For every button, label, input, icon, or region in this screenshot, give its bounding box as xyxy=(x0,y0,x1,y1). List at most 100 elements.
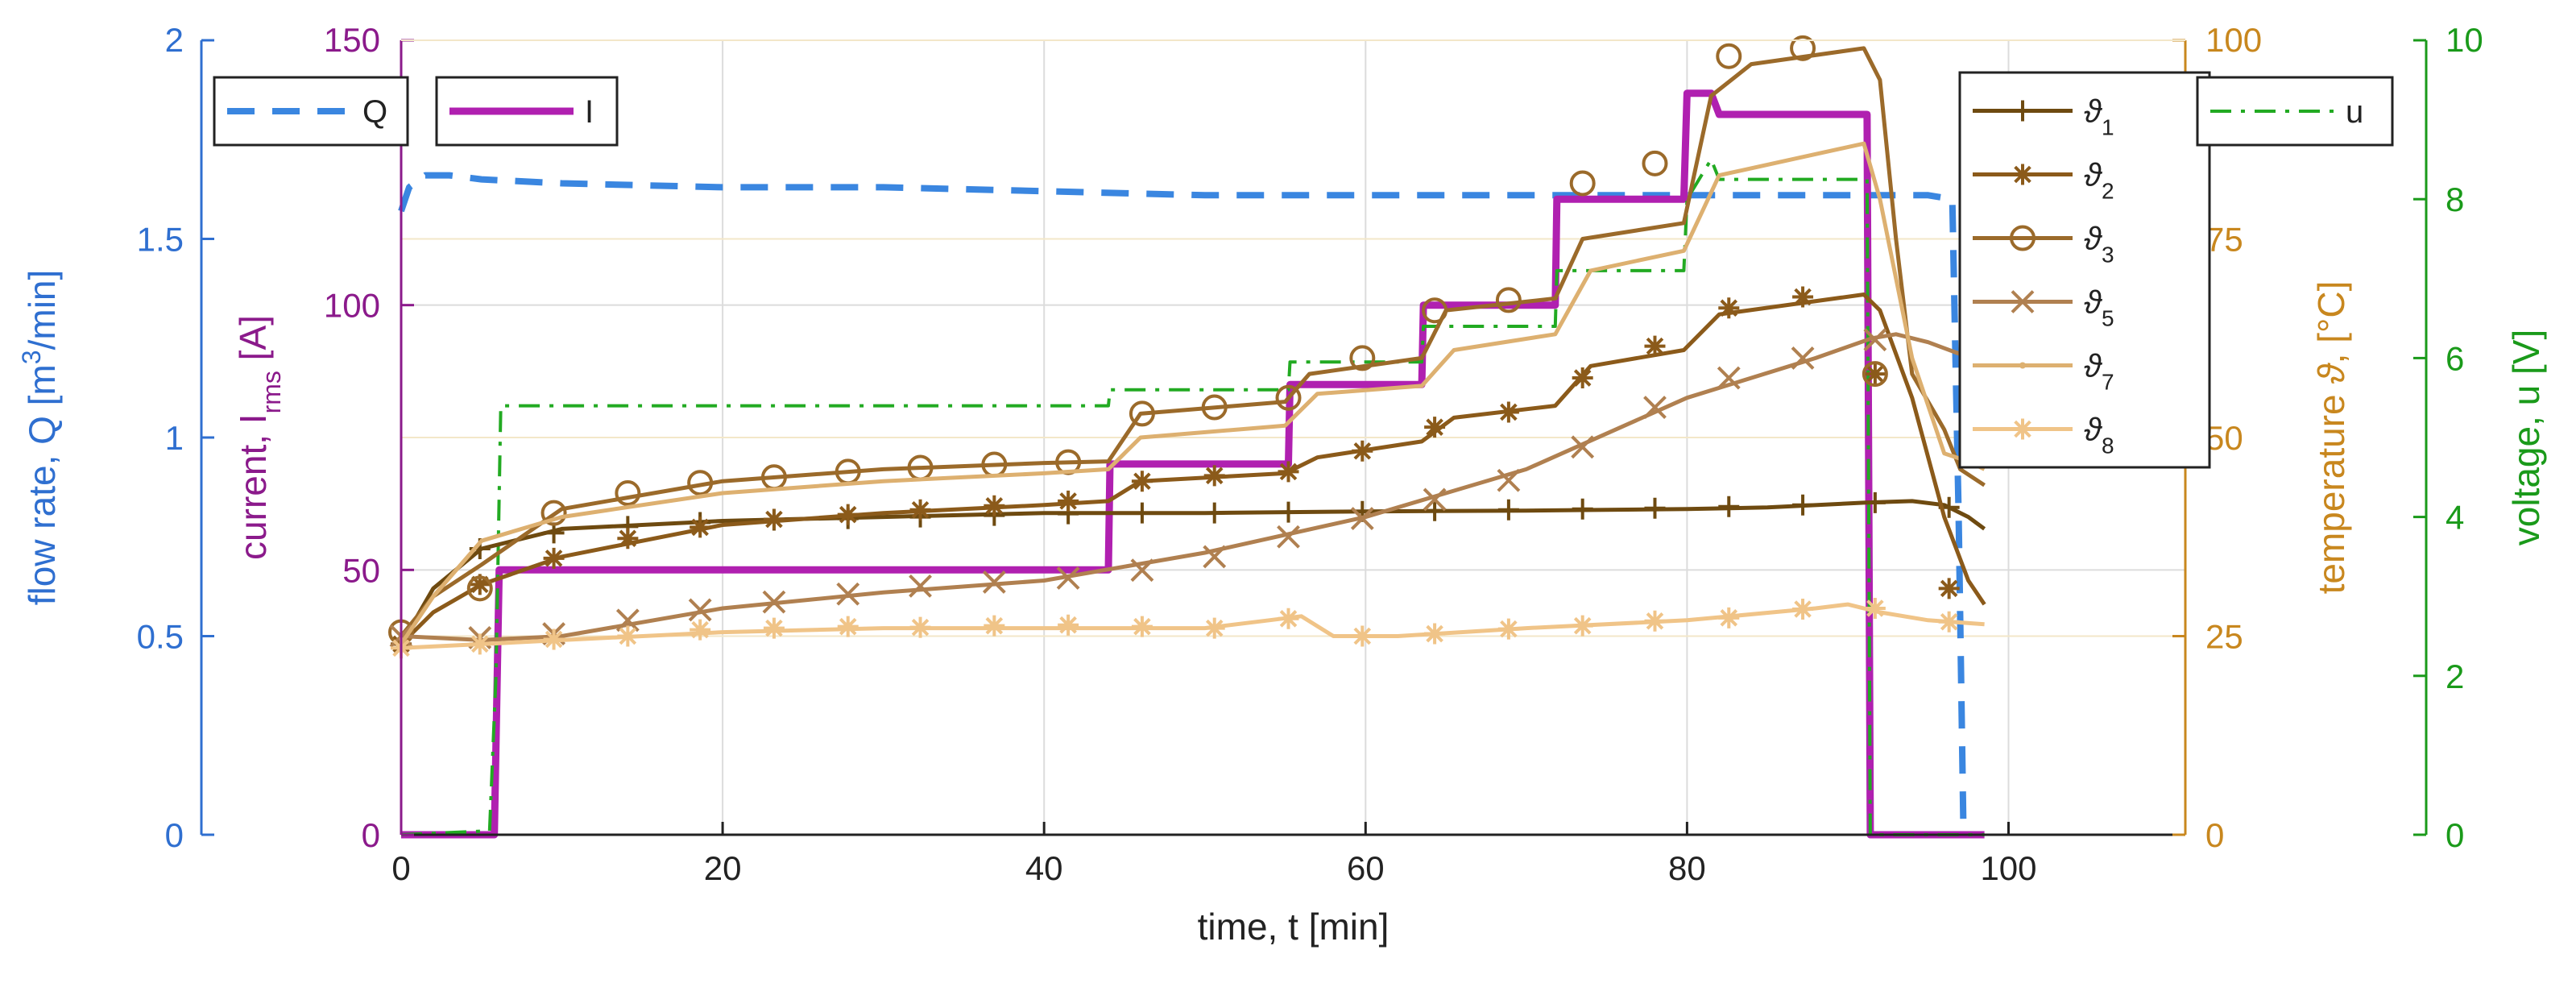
data-point xyxy=(690,619,711,641)
data-point xyxy=(1058,614,1079,636)
legend-marker xyxy=(2011,290,2035,313)
data-point xyxy=(1278,501,1299,523)
data-point xyxy=(1352,440,1373,462)
legend-label: ϑ8 xyxy=(2084,413,2114,458)
data-point xyxy=(1716,43,1742,69)
data-point xyxy=(1792,598,1814,620)
y-axis-title: voltage, u [V] xyxy=(2505,330,2547,546)
data-point xyxy=(1275,384,1302,411)
data-point xyxy=(1203,545,1227,569)
x-tick-label: 0 xyxy=(391,849,410,887)
y-tick-label: 1.5 xyxy=(137,221,184,259)
data-point xyxy=(1056,566,1080,590)
y-axis-title-part: voltage, u [V] xyxy=(2505,330,2547,546)
legend-label: Q xyxy=(362,94,387,130)
data-point xyxy=(1495,287,1522,313)
legend-label-main: ϑ xyxy=(2084,222,2103,257)
legend-label-sub: 2 xyxy=(2102,178,2114,203)
data-point xyxy=(1938,578,1960,599)
legend-label: ϑ3 xyxy=(2084,222,2114,268)
data-point xyxy=(984,495,1005,516)
data-point xyxy=(1718,607,1740,628)
data-point xyxy=(1644,335,1666,357)
data-point xyxy=(1644,497,1666,519)
y-axis-title-part: [A] xyxy=(232,315,274,371)
legend-label-main: ϑ xyxy=(2084,413,2103,448)
data-point xyxy=(1201,394,1228,421)
legend-label-sub: 1 xyxy=(2102,114,2114,139)
legend-label-sub: 3 xyxy=(2102,242,2114,267)
x-tick-label: 80 xyxy=(1668,849,1706,887)
data-point xyxy=(1131,502,1153,524)
x-tick-label: 60 xyxy=(1347,849,1385,887)
data-point xyxy=(1717,366,1741,390)
data-point xyxy=(1792,494,1814,516)
y-axis-title-part: /min] xyxy=(21,270,63,350)
y-tick-label: 75 xyxy=(2205,221,2243,259)
data-point xyxy=(1790,35,1816,61)
data-point xyxy=(837,504,859,525)
y-axis-title-part: , [°C] xyxy=(2310,281,2352,364)
data-point xyxy=(1718,297,1740,319)
x-tick-label: 100 xyxy=(1980,849,2036,887)
data-point xyxy=(1864,492,1886,513)
data-point xyxy=(469,574,491,595)
legend-u: u xyxy=(2196,76,2394,147)
data-point xyxy=(1644,610,1666,632)
series-line-ϑ2 xyxy=(400,292,1986,646)
legend-box xyxy=(213,76,409,147)
data-point xyxy=(1203,465,1225,487)
y-axis-title-part: ϑ xyxy=(2310,363,2352,384)
data-point xyxy=(1349,345,1376,371)
y-tick-label: 1 xyxy=(165,419,184,457)
y-tick-label: 0.5 xyxy=(137,618,184,656)
legend-label-main: I xyxy=(585,94,594,130)
legend-label-main: ϑ xyxy=(2084,158,2103,193)
y-tick-label: 2 xyxy=(2446,657,2464,695)
data-point xyxy=(1203,502,1225,524)
legend-label: u xyxy=(2346,94,2363,130)
data-point xyxy=(762,590,786,614)
legend-label: ϑ5 xyxy=(2084,285,2114,331)
data-point xyxy=(1424,500,1446,521)
legend-marker xyxy=(2010,225,2036,251)
y-axis-title-part: current, I xyxy=(232,413,274,560)
data-point xyxy=(1497,618,1519,640)
legend-label-main: ϑ xyxy=(2084,94,2103,130)
legend-marker xyxy=(2012,100,2033,122)
series-Q xyxy=(398,172,1967,836)
y-tick-label: 8 xyxy=(2446,180,2464,218)
legend-marker xyxy=(2012,418,2033,440)
y-axis-title-part: flow rate, Q [m xyxy=(21,364,63,605)
legend-marker xyxy=(2019,362,2026,369)
y-tick-label: 0 xyxy=(2205,816,2224,854)
y-tick-label: 2 xyxy=(165,21,184,59)
y-axis-I: 0 50 100 150 current, Irms [A] xyxy=(232,21,414,854)
data-point xyxy=(1863,328,1887,352)
data-point xyxy=(543,547,565,569)
y-tick-label: 100 xyxy=(324,287,380,325)
data-point xyxy=(688,598,712,622)
legend-label-sub: 5 xyxy=(2102,305,2114,330)
legend-label: ϑ1 xyxy=(2084,94,2114,140)
data-point xyxy=(1497,401,1519,423)
data-point xyxy=(1203,617,1225,639)
data-point xyxy=(1497,499,1519,521)
data-point xyxy=(1572,367,1593,389)
y-axis-title-part: temperature xyxy=(2310,384,2352,595)
data-point xyxy=(1572,498,1593,520)
data-point xyxy=(543,628,565,650)
data-point xyxy=(763,617,785,639)
x-tick-label: 40 xyxy=(1025,849,1063,887)
data-point xyxy=(763,508,785,530)
y-tick-label: 0 xyxy=(362,816,380,854)
legend-Q: Q xyxy=(213,76,409,147)
data-point xyxy=(984,615,1005,637)
data-point xyxy=(1791,346,1815,370)
data-point xyxy=(1423,487,1447,512)
data-point xyxy=(617,528,639,550)
data-point xyxy=(1058,490,1079,512)
data-point xyxy=(909,499,931,521)
